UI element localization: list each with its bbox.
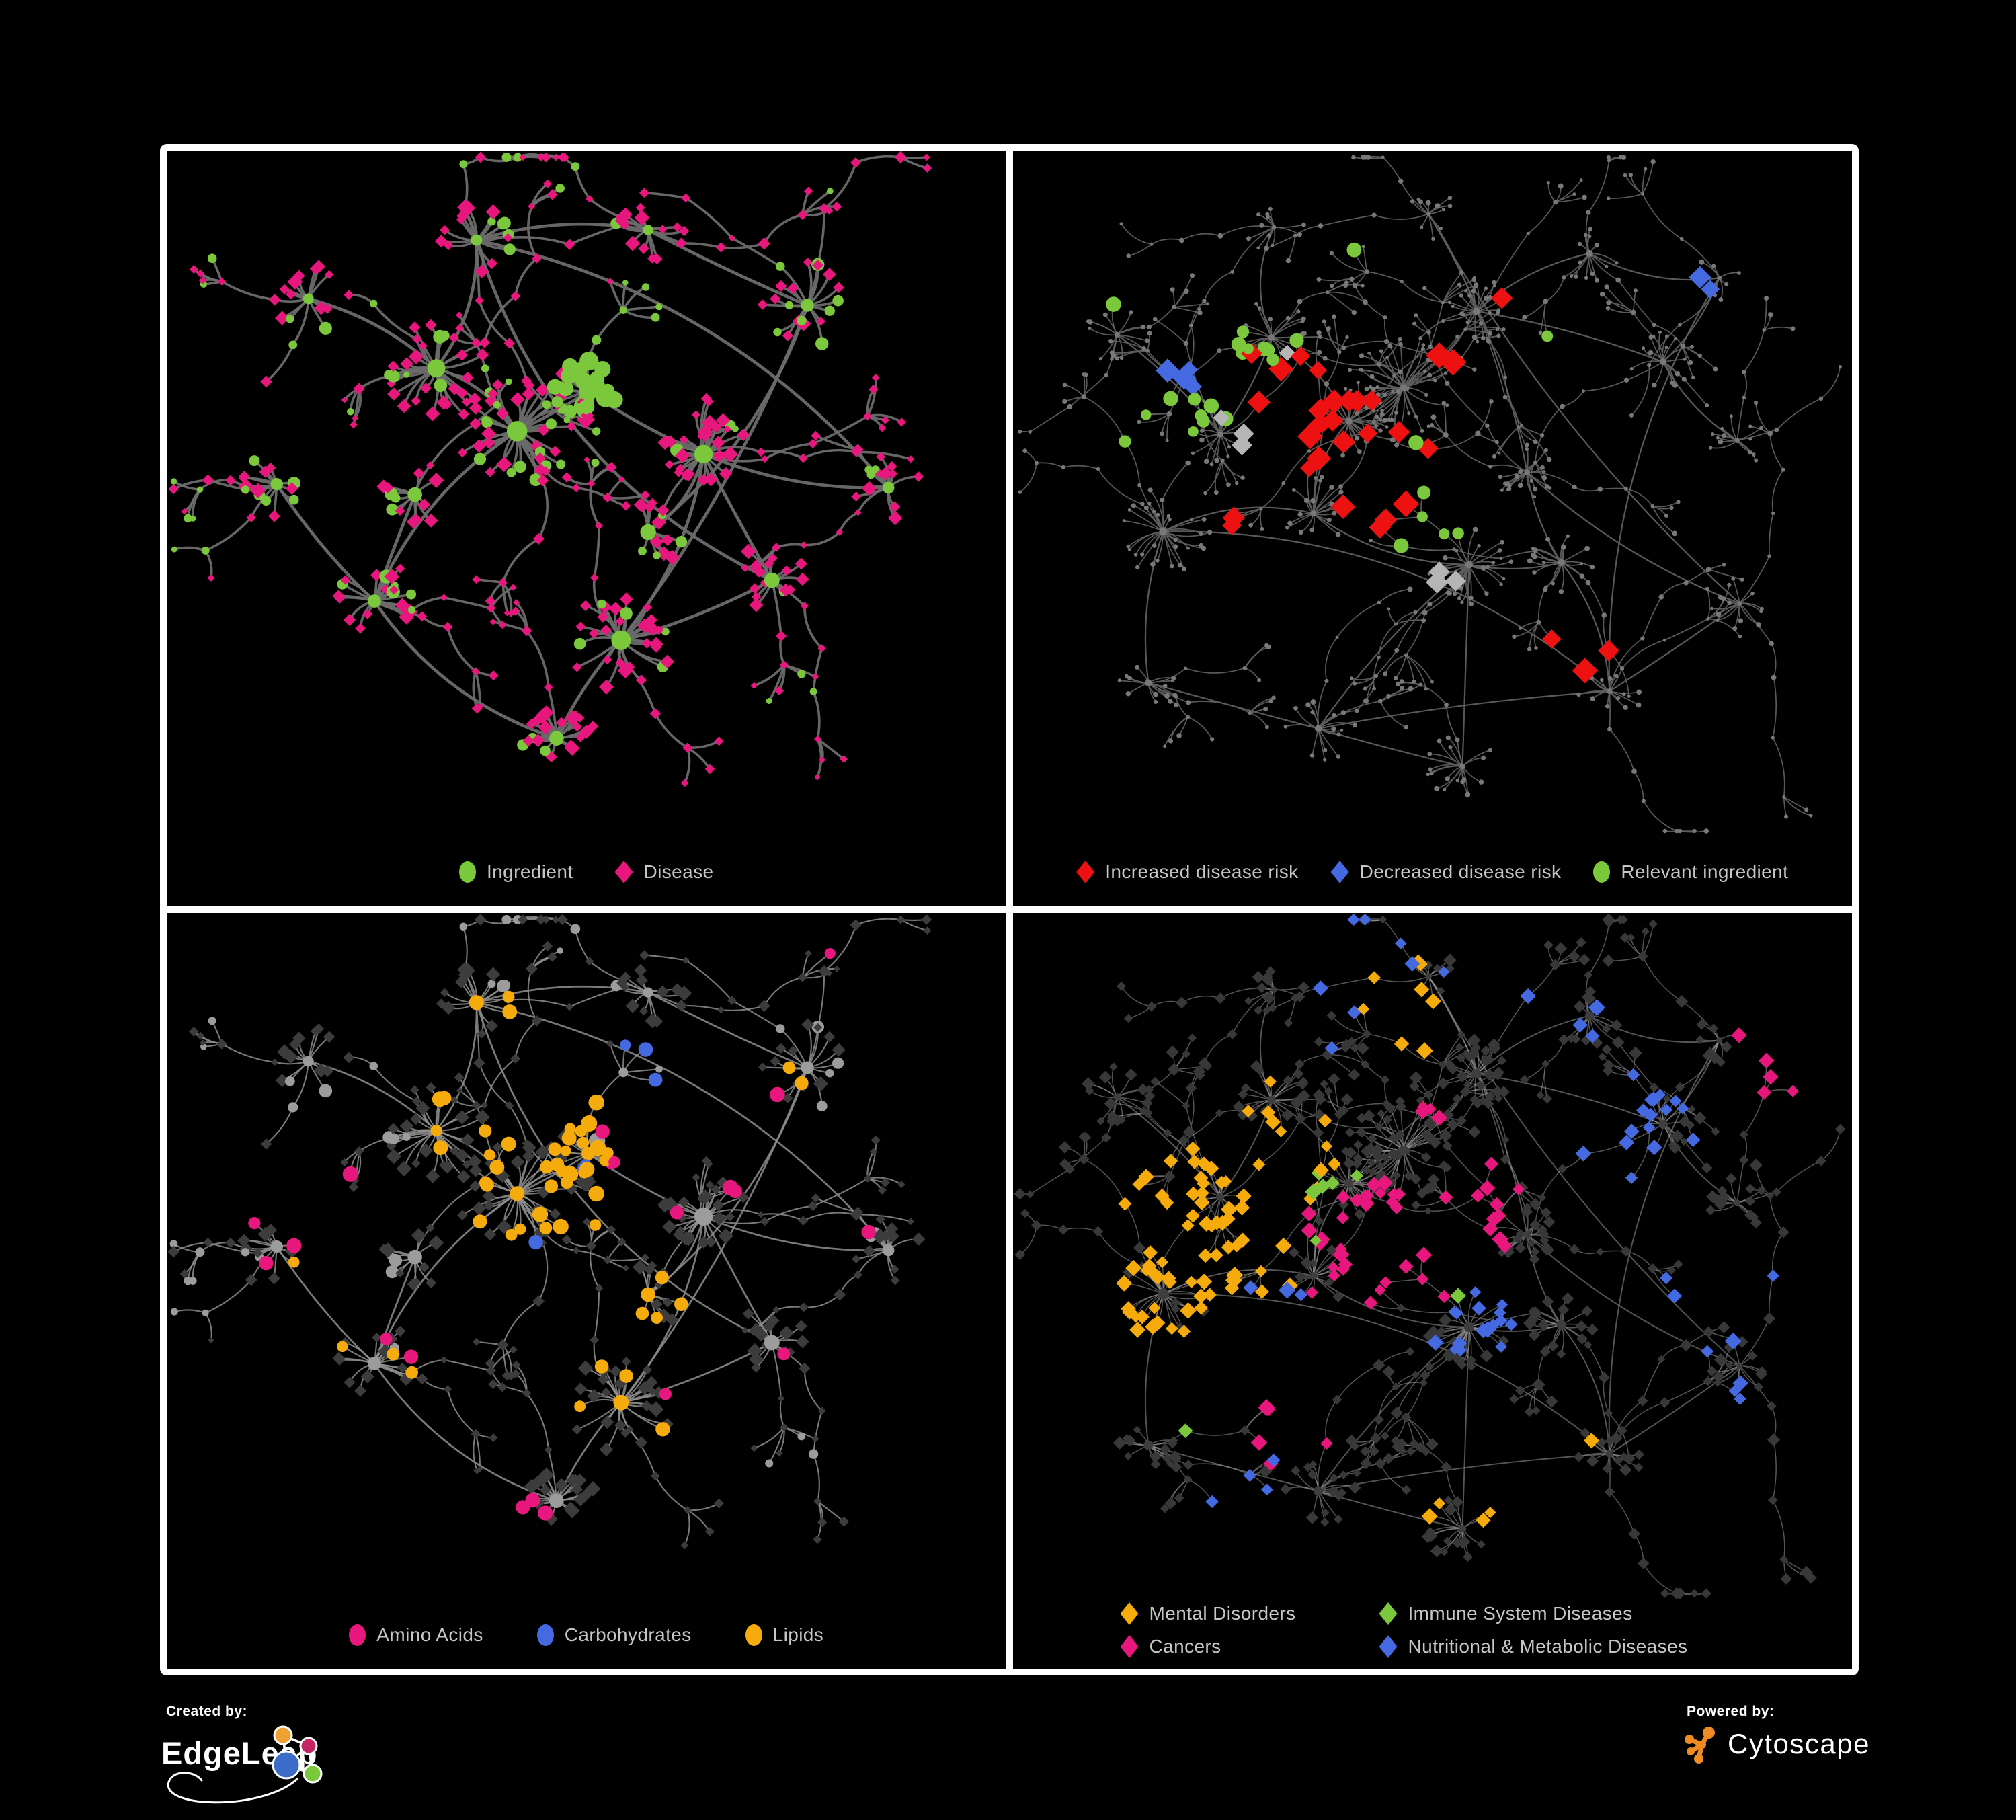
mental-disorders-marker-icon <box>1120 1602 1139 1625</box>
ingredient-disease-network-canvas <box>168 151 932 787</box>
relevant-ingredient-marker-icon <box>1593 861 1611 883</box>
panel-grid-frame: Ingredient Disease Increased disease ris… <box>160 144 1859 1675</box>
created-by-label: Created by: <box>166 1704 248 1719</box>
legend-item: Ingredient <box>458 861 573 883</box>
legend-item: Lipids <box>745 1624 824 1646</box>
legend-item: Relevant ingredient <box>1593 861 1788 883</box>
nutritional-metabolic-marker-icon <box>1379 1635 1398 1658</box>
legend-label: Mental Disorders <box>1149 1603 1296 1624</box>
legend-label: Lipids <box>772 1624 824 1645</box>
legend-ingredient-disease: Ingredient Disease <box>167 861 1006 883</box>
legend-label: Nutritional & Metabolic Diseases <box>1408 1636 1688 1657</box>
legend-item: Mental Disorders <box>1120 1602 1379 1625</box>
lipids-marker-icon <box>745 1624 762 1646</box>
panel-disease-risk: Increased disease risk Decreased disease… <box>1012 151 1853 906</box>
legend-disease-risk: Increased disease risk Decreased disease… <box>1013 861 1853 883</box>
legend-label: Ingredient <box>486 861 573 882</box>
increased-risk-marker-icon <box>1076 861 1095 883</box>
decreased-risk-marker-icon <box>1330 861 1349 883</box>
panel-nutrient-classes: Amino Acids Carbohydrates Lipids <box>167 913 1006 1669</box>
edgeleap-credit: Created by: EdgeLeap <box>161 1704 471 1805</box>
legend-item: Disease <box>614 861 714 883</box>
cytoscape-logo-icon <box>1685 1727 1715 1764</box>
legend-item: Nutritional & Metabolic Diseases <box>1379 1635 1688 1658</box>
node-layer <box>1017 155 1842 834</box>
legend-label: Carbohydrates <box>564 1624 692 1645</box>
legend-nutrient-classes: Amino Acids Carbohydrates Lipids <box>167 1624 1006 1646</box>
cancers-marker-icon <box>1120 1635 1139 1658</box>
carbohydrates-marker-icon <box>536 1624 554 1646</box>
legend-label: Decreased disease risk <box>1359 861 1562 882</box>
legend-label: Cancers <box>1149 1636 1221 1657</box>
legend-disease-classes: Mental Disorders Immune System Diseases … <box>1120 1602 1688 1658</box>
disease-risk-network-canvas <box>1017 155 1842 834</box>
disease-class-network-canvas <box>1013 913 1845 1600</box>
ingredient-marker-icon <box>458 861 476 883</box>
legend-item: Carbohydrates <box>536 1624 692 1646</box>
cytoscape-brandrow: Cytoscape <box>1682 1724 1964 1764</box>
amino-acids-marker-icon <box>349 1624 366 1646</box>
legend-item: Decreased disease risk <box>1330 861 1562 883</box>
legend-item: Amino Acids <box>349 1624 483 1646</box>
cytoscape-credit: Powered by: Cytoscape <box>1682 1704 1964 1791</box>
cytoscape-wordmark: Cytoscape <box>1728 1728 1870 1759</box>
legend-item: Immune System Diseases <box>1379 1602 1688 1625</box>
panel-disease-classes: Mental Disorders Immune System Diseases … <box>1012 913 1852 1669</box>
edgeleap-brandrow: EdgeLeap <box>161 1720 471 1804</box>
node-layer <box>1013 913 1845 1600</box>
edgeleap-logo-icon <box>167 1725 323 1804</box>
legend-label: Relevant ingredient <box>1621 861 1789 882</box>
nutrient-class-network-canvas <box>167 914 932 1550</box>
disease-marker-icon <box>614 861 633 883</box>
legend-item: Increased disease risk <box>1076 861 1298 883</box>
legend-label: Increased disease risk <box>1105 861 1299 882</box>
immune-system-marker-icon <box>1379 1602 1398 1625</box>
node-layer <box>168 151 932 787</box>
powered-by-label: Powered by: <box>1687 1704 1775 1719</box>
panel-ingredient-disease: Ingredient Disease <box>167 151 1006 906</box>
legend-label: Amino Acids <box>376 1624 483 1645</box>
legend-item: Cancers <box>1120 1635 1379 1658</box>
legend-label: Disease <box>643 861 714 882</box>
legend-label: Immune System Diseases <box>1408 1603 1633 1624</box>
